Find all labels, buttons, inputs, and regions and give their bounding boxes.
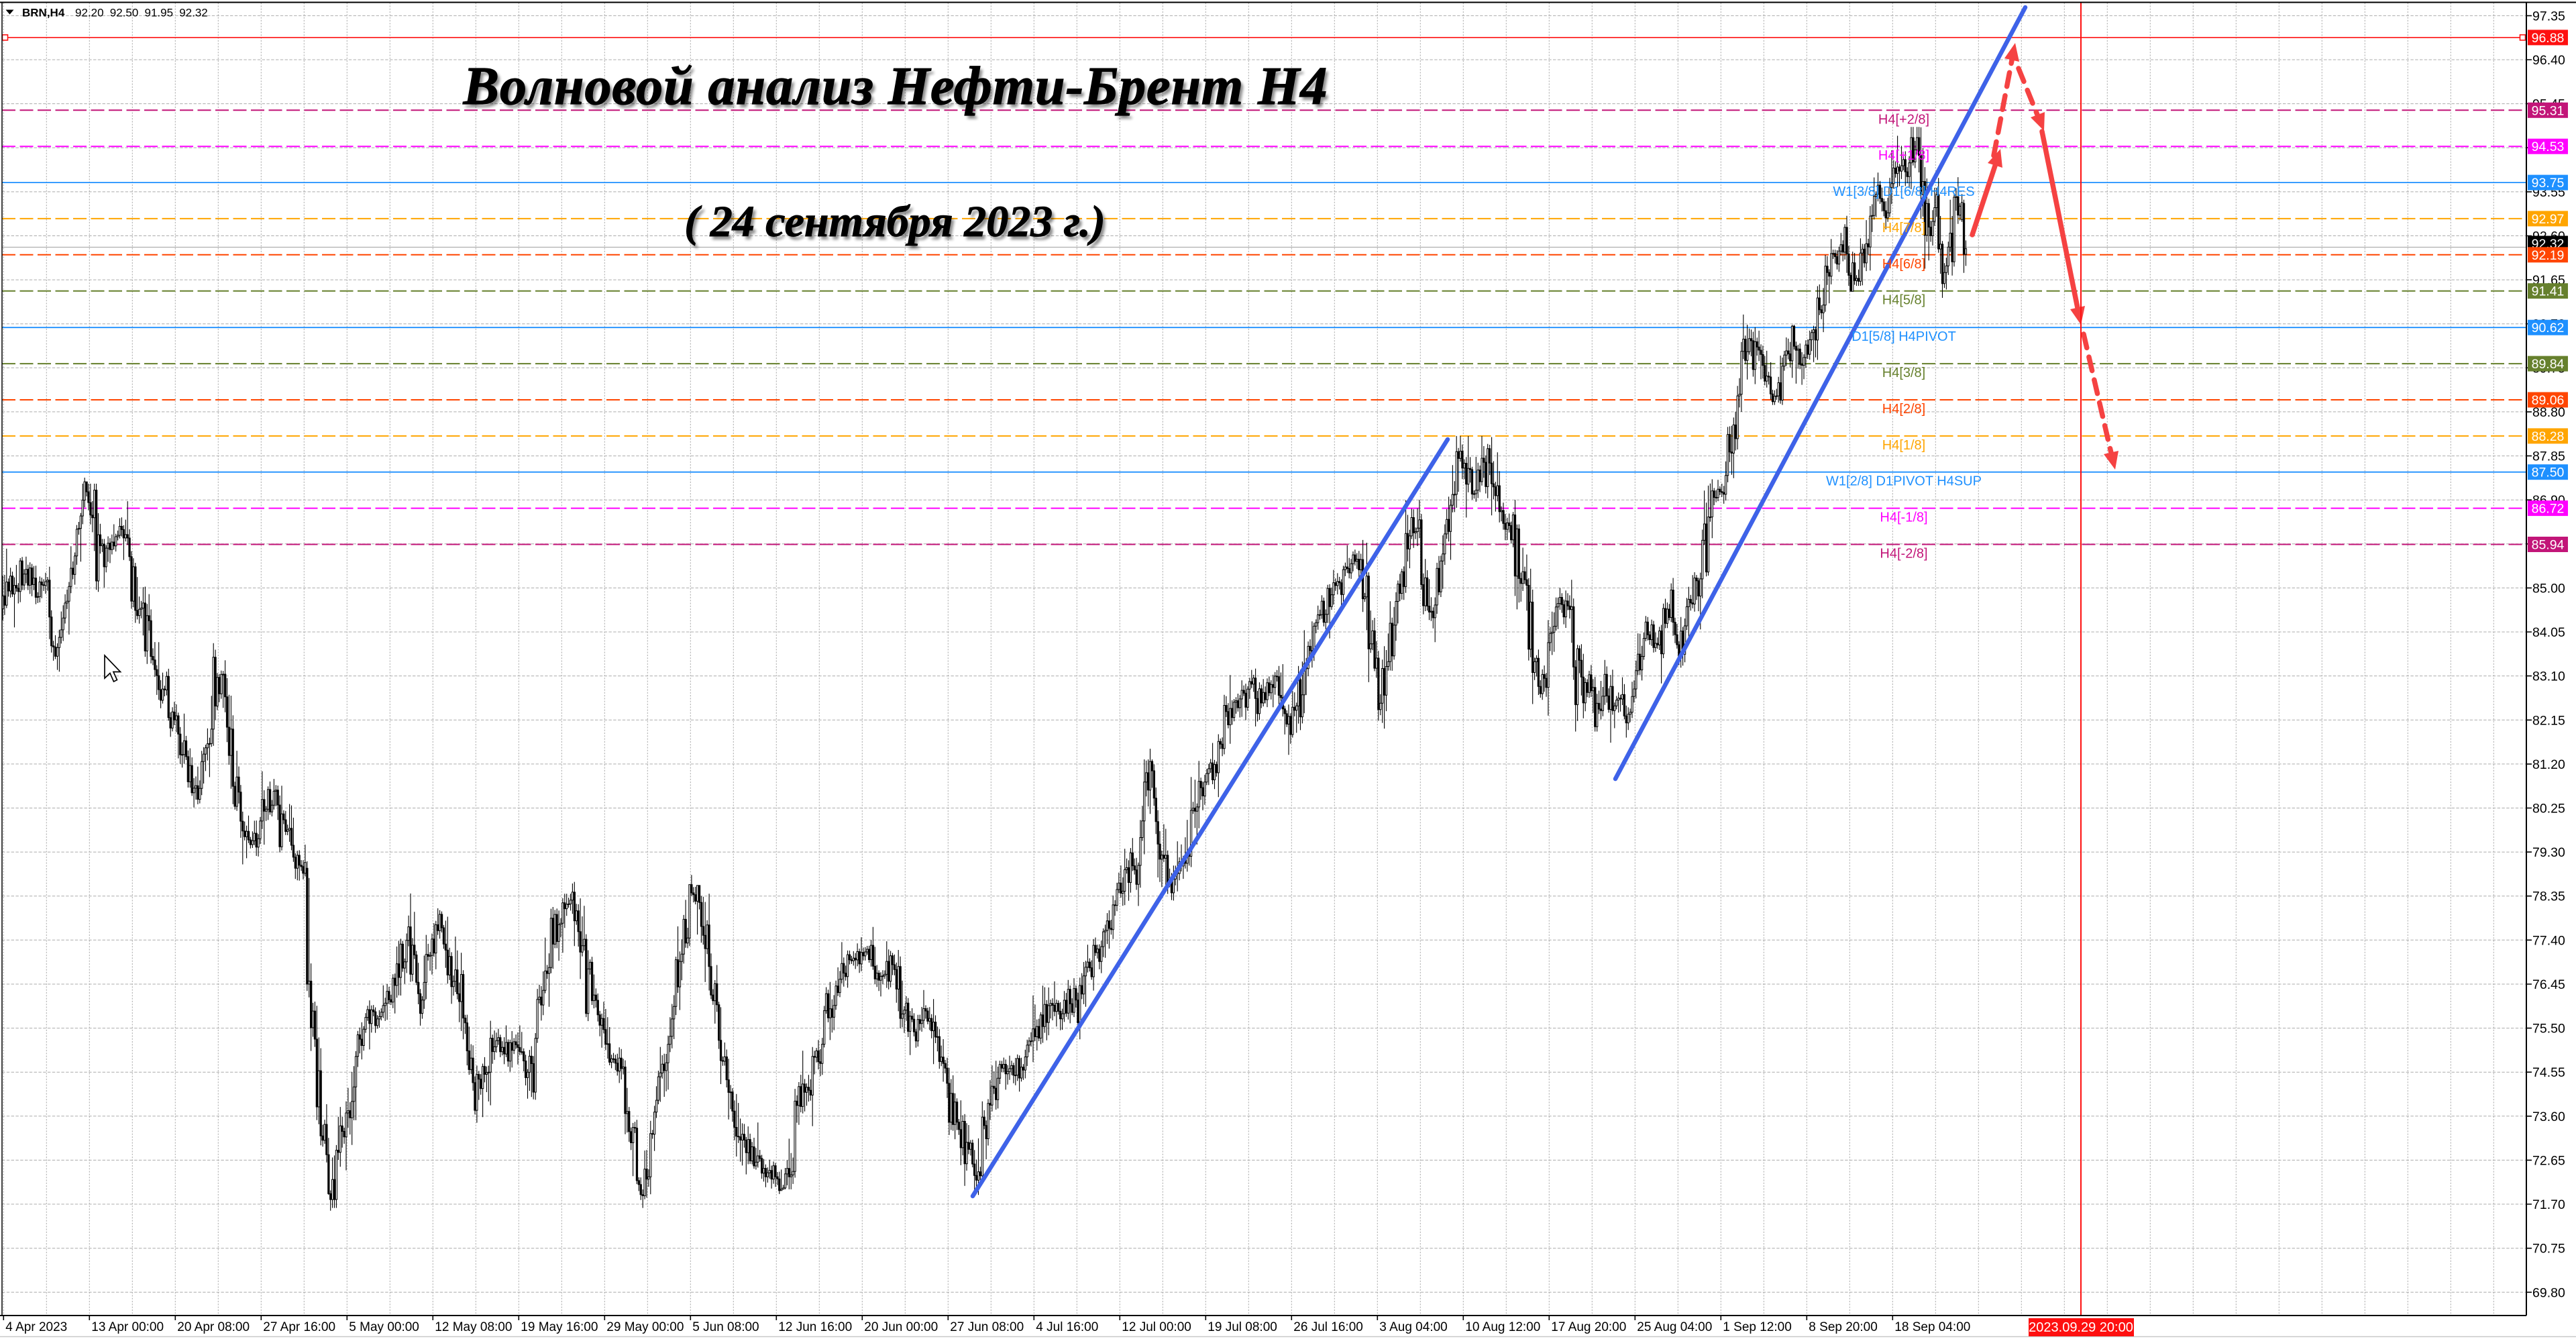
svg-text:H4[-2/8]: H4[-2/8] (1880, 547, 1927, 561)
svg-text:94.53: 94.53 (2532, 140, 2565, 154)
svg-text:4 Apr 2023: 4 Apr 2023 (5, 1320, 67, 1334)
svg-text:H4[+2/8]: H4[+2/8] (1878, 112, 1929, 127)
svg-text:12 Jul 00:00: 12 Jul 00:00 (1122, 1320, 1191, 1334)
svg-text:Волновой анализ Нефти-Брент Н4: Волновой анализ Нефти-Брент Н4 (466, 60, 1331, 119)
svg-text:84.05: 84.05 (2532, 625, 2565, 640)
svg-text:H4[-1/8]: H4[-1/8] (1880, 511, 1927, 525)
svg-text:BRN,H4: BRN,H4 (22, 7, 65, 19)
svg-text:17 Aug 20:00: 17 Aug 20:00 (1551, 1320, 1626, 1334)
svg-text:H4[+1/8]: H4[+1/8] (1878, 148, 1929, 163)
svg-text:80.25: 80.25 (2532, 802, 2565, 816)
svg-text:71.70: 71.70 (2532, 1197, 2565, 1212)
svg-text:H4[3/8]: H4[3/8] (1882, 366, 1925, 380)
svg-text:91.95: 91.95 (145, 7, 174, 19)
svg-text:D1[5/8] H4PIVOT: D1[5/8] H4PIVOT (1851, 329, 1956, 344)
svg-text:H4[2/8]: H4[2/8] (1882, 402, 1925, 417)
svg-text:77.40: 77.40 (2532, 933, 2565, 948)
svg-text:2023.09.29 20:00: 2023.09.29 20:00 (2029, 1320, 2133, 1335)
svg-text:5 May 00:00: 5 May 00:00 (349, 1320, 419, 1334)
svg-text:26 Jul 16:00: 26 Jul 16:00 (1293, 1320, 1363, 1334)
svg-text:18 Sep 04:00: 18 Sep 04:00 (1894, 1320, 1970, 1334)
svg-text:92.20: 92.20 (75, 7, 104, 19)
svg-text:W1[2/8] D1PIVOT H4SUP: W1[2/8] D1PIVOT H4SUP (1826, 474, 1982, 489)
svg-text:89.84: 89.84 (2532, 357, 2565, 372)
svg-text:90.62: 90.62 (2532, 321, 2565, 335)
svg-text:27 Jun 08:00: 27 Jun 08:00 (950, 1320, 1024, 1334)
svg-text:( 24 сентября 2023 г.): ( 24 сентября 2023 г.) (687, 201, 1108, 250)
svg-text:H4[6/8]: H4[6/8] (1882, 257, 1925, 272)
svg-text:92.97: 92.97 (2532, 212, 2565, 227)
svg-text:92.19: 92.19 (2532, 248, 2565, 263)
svg-text:12 May 08:00: 12 May 08:00 (435, 1320, 512, 1334)
svg-text:89.06: 89.06 (2532, 393, 2565, 408)
svg-text:19 May 16:00: 19 May 16:00 (521, 1320, 598, 1334)
svg-text:8 Sep 20:00: 8 Sep 20:00 (1809, 1320, 1877, 1334)
svg-text:95.31: 95.31 (2532, 103, 2565, 118)
svg-text:20 Apr 08:00: 20 Apr 08:00 (177, 1320, 250, 1334)
svg-text:72.65: 72.65 (2532, 1153, 2565, 1168)
svg-text:75.50: 75.50 (2532, 1022, 2565, 1036)
svg-text:88.80: 88.80 (2532, 405, 2565, 420)
svg-text:82.15: 82.15 (2532, 713, 2565, 728)
svg-text:19 Jul 08:00: 19 Jul 08:00 (1208, 1320, 1277, 1334)
svg-text:97.35: 97.35 (2532, 9, 2565, 23)
svg-text:3 Aug 04:00: 3 Aug 04:00 (1379, 1320, 1447, 1334)
svg-text:H4[1/8]: H4[1/8] (1882, 438, 1925, 453)
svg-text:91.41: 91.41 (2532, 284, 2565, 299)
svg-text:83.10: 83.10 (2532, 670, 2565, 684)
svg-text:29 May 00:00: 29 May 00:00 (606, 1320, 684, 1334)
svg-text:79.30: 79.30 (2532, 845, 2565, 860)
svg-text:87.85: 87.85 (2532, 449, 2565, 464)
svg-text:W1[3/8] D1[6/8] H4RES: W1[3/8] D1[6/8] H4RES (1833, 184, 1974, 199)
svg-text:96.88: 96.88 (2532, 31, 2565, 46)
svg-text:H4[7/8]: H4[7/8] (1882, 221, 1925, 235)
svg-text:74.55: 74.55 (2532, 1065, 2565, 1080)
svg-text:69.80: 69.80 (2532, 1285, 2565, 1300)
svg-text:5 Jun 08:00: 5 Jun 08:00 (692, 1320, 759, 1334)
svg-text:( 24 сентября 2023 г.): ( 24 сентября 2023 г.) (684, 197, 1106, 246)
svg-text:10 Aug 12:00: 10 Aug 12:00 (1465, 1320, 1540, 1334)
svg-text:92.50: 92.50 (110, 7, 139, 19)
svg-text:12 Jun 16:00: 12 Jun 16:00 (778, 1320, 852, 1334)
svg-text:70.75: 70.75 (2532, 1242, 2565, 1256)
svg-text:92.32: 92.32 (179, 7, 208, 19)
svg-text:81.20: 81.20 (2532, 757, 2565, 772)
svg-text:27 Apr 16:00: 27 Apr 16:00 (263, 1320, 335, 1334)
svg-text:73.60: 73.60 (2532, 1110, 2565, 1124)
svg-text:87.50: 87.50 (2532, 466, 2565, 480)
svg-text:76.45: 76.45 (2532, 977, 2565, 992)
svg-text:13 Apr 00:00: 13 Apr 00:00 (91, 1320, 164, 1334)
svg-text:85.00: 85.00 (2532, 581, 2565, 596)
svg-text:93.75: 93.75 (2532, 176, 2565, 191)
svg-text:86.72: 86.72 (2532, 502, 2565, 517)
svg-text:88.28: 88.28 (2532, 429, 2565, 444)
svg-text:78.35: 78.35 (2532, 890, 2565, 904)
svg-text:H4[5/8]: H4[5/8] (1882, 293, 1925, 308)
svg-text:20 Jun 00:00: 20 Jun 00:00 (864, 1320, 938, 1334)
svg-text:1 Sep 12:00: 1 Sep 12:00 (1723, 1320, 1791, 1334)
svg-text:Волновой анализ Нефти-Брент Н4: Волновой анализ Нефти-Брент Н4 (463, 57, 1328, 116)
svg-text:85.94: 85.94 (2532, 538, 2565, 553)
svg-text:4 Jul 16:00: 4 Jul 16:00 (1036, 1320, 1098, 1334)
svg-text:25 Aug 04:00: 25 Aug 04:00 (1637, 1320, 1712, 1334)
svg-text:96.40: 96.40 (2532, 53, 2565, 68)
